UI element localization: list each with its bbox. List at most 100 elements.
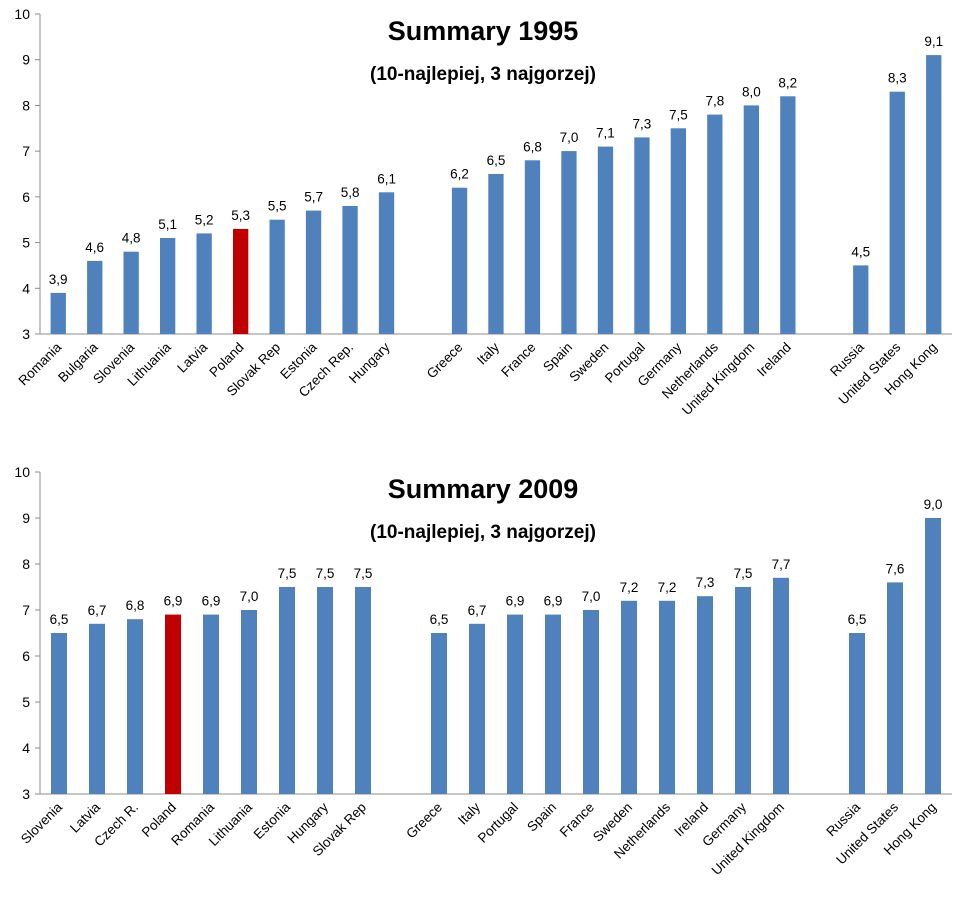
y-tick-label: 3 — [22, 786, 30, 802]
x-tick-label: Slovenia — [18, 799, 66, 847]
bar-portugal — [507, 614, 523, 794]
data-label: 6,1 — [377, 171, 396, 186]
y-tick-label: 9 — [22, 510, 30, 526]
data-label: 7,2 — [620, 580, 639, 595]
x-tick-label: Hungary — [346, 339, 393, 386]
bar-russia — [849, 633, 865, 794]
data-label: 7,0 — [240, 589, 259, 604]
bar-latvia — [89, 623, 105, 794]
bar-slovenia — [123, 251, 139, 334]
bar-italy — [469, 623, 485, 794]
data-label: 7,7 — [772, 557, 791, 572]
data-label: 9,0 — [924, 497, 943, 512]
y-tick-label: 6 — [22, 189, 30, 205]
data-label: 4,6 — [85, 240, 104, 255]
bar-slovenia — [51, 633, 67, 794]
bar-estonia — [279, 587, 295, 794]
data-label: 5,2 — [195, 212, 214, 227]
data-label: 6,9 — [506, 594, 525, 609]
bar-sweden — [597, 146, 614, 334]
bar-united-kingdom — [743, 105, 759, 335]
data-label: 8,0 — [742, 84, 761, 99]
x-tick-label: Italy — [455, 799, 483, 827]
bar-latvia — [196, 233, 212, 334]
data-label: 8,3 — [888, 71, 907, 86]
bar-greece — [431, 633, 447, 794]
y-tick-label: 6 — [22, 648, 30, 664]
y-tick-label: 10 — [14, 464, 30, 480]
bar-germany — [670, 128, 686, 334]
bar-united-kingdom — [773, 577, 789, 794]
data-label: 6,5 — [50, 612, 69, 627]
y-tick-label: 4 — [22, 740, 30, 756]
data-label: 9,1 — [924, 34, 943, 49]
data-label: 7,5 — [354, 566, 373, 581]
bar-lithuania — [241, 610, 257, 794]
bar-portugal — [634, 137, 650, 334]
data-label: 6,9 — [164, 594, 183, 609]
data-label: 5,1 — [158, 217, 177, 232]
x-tick-label: Italy — [474, 339, 502, 367]
data-label: 7,6 — [886, 561, 905, 576]
bar-united-states — [887, 582, 903, 794]
bar-hungary — [378, 192, 395, 334]
x-tick-label: Ireland — [754, 340, 794, 380]
y-tick-label: 7 — [22, 602, 30, 618]
data-label: 5,3 — [231, 208, 250, 223]
data-label: 6,9 — [202, 594, 221, 609]
data-label: 3,9 — [49, 272, 68, 287]
bar-slovak-rep — [269, 219, 285, 334]
y-tick-label: 7 — [22, 143, 30, 159]
data-label: 7,3 — [696, 575, 715, 590]
bar-united-states — [889, 91, 905, 334]
bar-romania — [50, 292, 66, 334]
y-tick-label: 3 — [22, 326, 30, 342]
chart-summary-2009: Summary 2009 (10-najlepiej, 3 najgorzej)… — [14, 464, 952, 878]
data-label: 7,3 — [633, 116, 652, 131]
data-label: 4,8 — [122, 231, 141, 246]
bar-netherlands — [659, 600, 675, 794]
y-tick-label: 8 — [22, 556, 30, 572]
bar-russia — [853, 265, 869, 334]
y-tick-label: 4 — [22, 280, 30, 296]
bar-hong-kong — [926, 55, 942, 334]
y-tick-label: 5 — [22, 694, 30, 710]
chart-title: Summary 1995 — [388, 16, 579, 46]
x-tick-label: Portugal — [475, 800, 521, 846]
bar-hong-kong — [925, 518, 941, 794]
bar-czech-rep — [342, 206, 358, 334]
bar-germany — [735, 587, 751, 794]
bar-greece — [451, 187, 468, 334]
data-label: 6,7 — [88, 603, 107, 618]
data-label: 6,5 — [430, 612, 449, 627]
data-label: 7,5 — [316, 566, 335, 581]
data-label: 6,8 — [523, 139, 542, 154]
data-label: 7,5 — [669, 107, 688, 122]
data-label: 7,0 — [560, 130, 579, 145]
x-tick-label: Greece — [403, 800, 445, 842]
y-tick-label: 10 — [14, 6, 30, 22]
bar-netherlands — [707, 114, 723, 334]
data-label: 4,5 — [851, 244, 870, 259]
bar-hungary — [317, 587, 333, 794]
bar-romania — [203, 614, 219, 794]
x-tick-label: Spain — [524, 800, 559, 835]
data-label: 8,2 — [778, 75, 797, 90]
data-label: 7,1 — [596, 126, 615, 141]
chart-title: Summary 2009 — [388, 474, 579, 504]
data-label: 7,5 — [734, 566, 753, 581]
data-label: 7,2 — [658, 580, 677, 595]
bar-spain — [545, 614, 561, 794]
x-tick-label: Romania — [16, 339, 65, 388]
x-tick-label: Greece — [424, 340, 466, 382]
data-label: 7,0 — [582, 589, 601, 604]
data-label: 7,5 — [278, 566, 297, 581]
data-label: 5,7 — [304, 190, 323, 205]
bar-slovak-rep — [355, 587, 371, 794]
data-label: 6,8 — [126, 598, 145, 613]
data-label: 6,7 — [468, 603, 487, 618]
chart-subtitle: (10-najlepiej, 3 najgorzej) — [370, 522, 596, 543]
bar-spain — [561, 151, 577, 334]
data-label: 6,5 — [487, 153, 506, 168]
data-label: 5,8 — [341, 185, 360, 200]
